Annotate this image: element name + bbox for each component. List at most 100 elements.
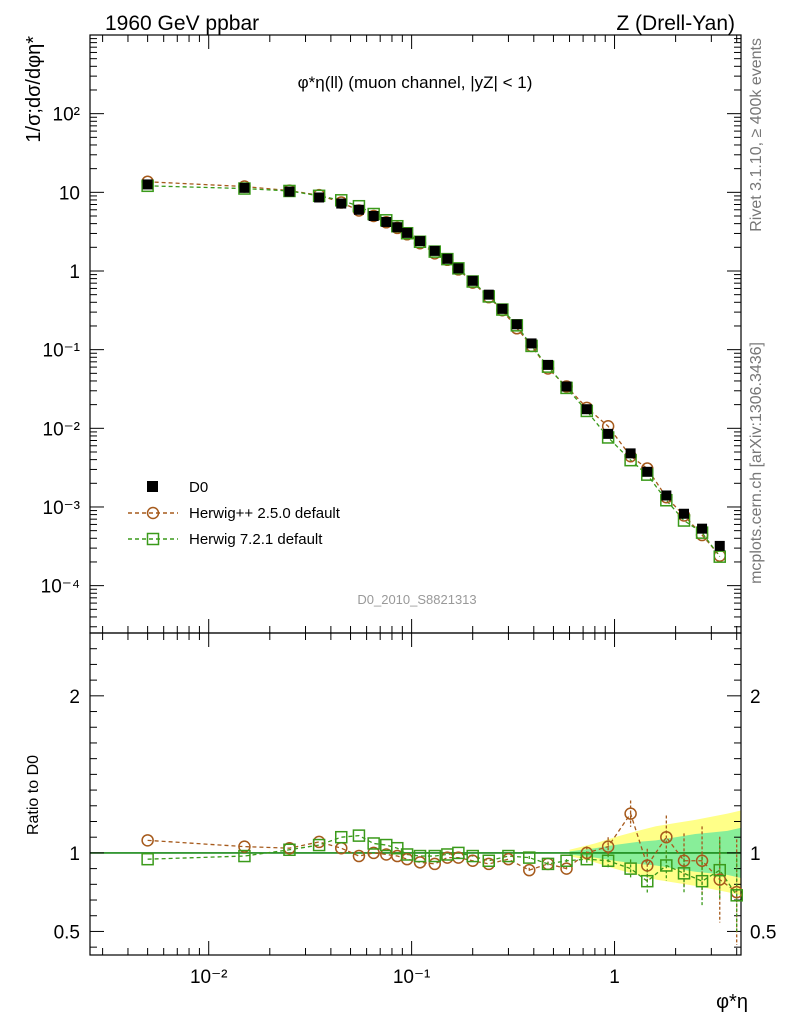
d0-point	[483, 289, 494, 300]
herwigpp-ratio-point	[482, 857, 496, 871]
herwig7-ratio-point	[238, 849, 251, 863]
header-right: Z (Drell-Yan)	[616, 12, 735, 35]
herwig7-ratio-point	[283, 843, 296, 857]
herwig7-ratio-point	[502, 849, 515, 863]
herwig7-ratio-point	[428, 849, 441, 863]
herwig7-line	[147, 185, 721, 558]
herwig7-ratio-point	[641, 874, 654, 888]
herwig7-ratio-point	[624, 862, 637, 875]
herwigpp-ratio-point	[413, 856, 427, 869]
herwigpp-ratio-point	[560, 862, 573, 875]
herwigpp-ratio-point	[428, 857, 441, 871]
side-label-rivet: Rivet 3.1.10, ≥ 400k events	[748, 38, 765, 232]
ratio-tick-label: 2	[69, 687, 80, 708]
herwig7-ratio-point	[400, 848, 414, 861]
plot-title: φ*η(ll) (muon channel, |yZ| < 1)	[298, 73, 533, 92]
herwigpp-ratio-point	[352, 849, 366, 863]
y-tick-label: 10⁻⁴	[41, 577, 80, 598]
legend-label-herwig7: Herwig 7.2.1 default	[189, 531, 323, 548]
herwig7-ratio-point	[660, 859, 673, 872]
herwig7-ratio-point	[677, 867, 691, 880]
d0-point	[497, 303, 508, 314]
ratio-axis-label: Ratio to D0	[25, 755, 42, 835]
d0-point	[581, 404, 592, 415]
herwigpp-ratio-point	[367, 846, 380, 860]
d0-point	[429, 245, 440, 256]
legend-marker-herwig7	[146, 532, 160, 546]
d0-point	[336, 198, 347, 209]
herwigpp-ratio-point	[695, 854, 709, 868]
legend-marker-d0	[147, 481, 158, 492]
herwigpp-ratio-point	[502, 852, 515, 866]
d0-point	[526, 338, 537, 349]
ratio-tick-label: 0.5	[54, 922, 80, 943]
d0-point	[542, 359, 553, 370]
d0-point	[603, 428, 614, 439]
d0-point	[381, 216, 392, 227]
d0-point	[402, 227, 413, 238]
ratio-tick-label-right: 2	[750, 687, 761, 708]
d0-point	[697, 523, 708, 534]
d0-point	[368, 211, 379, 222]
y-tick-label: 1	[69, 262, 80, 283]
herwig7-ratio-point	[580, 852, 594, 866]
d0-point	[314, 192, 325, 203]
x-axis-label: φ*η	[716, 991, 748, 1013]
herwigpp-ratio-point	[312, 835, 326, 849]
d0-point	[353, 204, 364, 215]
d0-point	[714, 540, 725, 551]
herwigpp-ratio-point	[677, 854, 691, 868]
herwigpp-ratio-point	[400, 852, 414, 866]
d0-point	[661, 490, 672, 501]
herwig7-ratio-point	[601, 854, 615, 868]
d0-point	[392, 222, 403, 233]
y-tick-label: 10⁻³	[43, 498, 81, 519]
d0-point	[442, 253, 453, 264]
herwigpp-ratio-point	[601, 840, 615, 853]
x-tick-label: 10⁻²	[190, 967, 228, 988]
herwig7-ratio-point	[141, 852, 154, 866]
herwigpp-line	[147, 181, 721, 557]
herwig7-ratio-point	[560, 854, 573, 868]
ratio-tick-label: 1	[69, 844, 80, 865]
d0-point	[467, 275, 478, 286]
herwigpp-ratio-point	[238, 840, 251, 853]
herwig7-ratio-point	[730, 889, 743, 902]
herwigpp-ratio-point	[713, 873, 726, 886]
herwigpp-ratio-point	[641, 859, 654, 872]
herwig7-ratio-line	[147, 834, 738, 896]
herwig7-ratio-point	[391, 841, 404, 855]
herwigpp-ratio-point	[580, 846, 594, 860]
watermark: D0_2010_S8821313	[357, 592, 476, 607]
ratio-tick-label-right: 0.5	[750, 922, 776, 943]
legend-label-d0: D0	[189, 479, 208, 496]
d0-point	[239, 182, 250, 193]
d0-point	[415, 236, 426, 247]
herwig7-point	[441, 252, 454, 266]
herwig7-ratio-point	[413, 849, 427, 863]
d0-point	[625, 448, 636, 459]
y-axis-label: 1/σ;dσ/dφη*	[23, 36, 45, 143]
side-label-mcplots: mcplots.cern.ch [arXiv:1306.3436]	[748, 342, 765, 584]
herwigpp-ratio-point	[624, 807, 637, 820]
d0-point	[561, 381, 572, 392]
herwigpp-ratio-point	[141, 834, 154, 847]
d0-point	[453, 263, 464, 274]
y-tick-label: 10	[59, 183, 80, 204]
legend-label-herwigpp: Herwig++ 2.5.0 default	[189, 505, 341, 522]
herwig7-ratio-point	[466, 849, 479, 863]
herwig7-ratio-point	[367, 837, 380, 850]
herwig7-ratio-point	[482, 854, 496, 868]
ratio-frame	[89, 632, 742, 956]
d0-point	[679, 508, 690, 519]
x-tick-label: 1	[609, 967, 620, 988]
d0-point	[642, 466, 653, 477]
header-left: 1960 GeV ppbar	[105, 12, 259, 35]
herwigpp-ratio-point	[335, 841, 348, 855]
herwig7-ratio-point	[312, 838, 326, 852]
herwig7-point	[400, 226, 414, 240]
ratio-tick-label-right: 1	[750, 844, 761, 865]
x-tick-label: 10⁻¹	[393, 967, 431, 988]
herwig7-ratio-point	[523, 851, 536, 864]
